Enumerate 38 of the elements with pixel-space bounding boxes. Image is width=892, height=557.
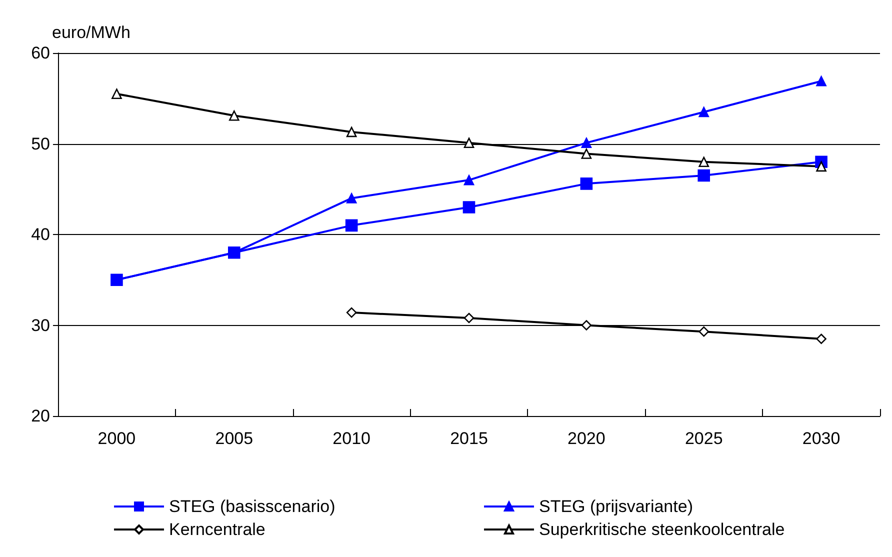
point [112, 88, 122, 99]
x-tick-label: 2025 [684, 429, 723, 448]
y-tick-label: 20 [31, 406, 50, 426]
point [816, 334, 826, 344]
point [345, 219, 358, 232]
legend-label: Superkritische steenkoolcentrale [539, 520, 785, 539]
y-axis-title: euro/MWh [52, 23, 130, 42]
point [464, 174, 474, 186]
point [464, 138, 474, 148]
point [698, 326, 710, 337]
x-tick-label: 2010 [332, 429, 370, 448]
point [816, 76, 826, 86]
legend-label: STEG (basisscenario) [169, 497, 336, 516]
point [581, 148, 592, 159]
x-tick-label: 2000 [98, 429, 136, 448]
point [698, 106, 710, 118]
x-tick-label: 2015 [450, 429, 488, 448]
x-tick-label: 2005 [215, 429, 254, 448]
point [580, 178, 593, 190]
point [228, 110, 240, 121]
point [698, 169, 710, 182]
y-tick-label: 50 [31, 134, 50, 154]
x-tick-label: 2020 [568, 429, 606, 448]
y-tick-label: 30 [31, 316, 50, 335]
point [462, 201, 476, 214]
point [464, 312, 474, 324]
y-tick-label: 60 [31, 44, 50, 62]
point [346, 193, 357, 204]
point [346, 126, 357, 138]
point [816, 161, 826, 172]
point [581, 320, 592, 330]
point [698, 156, 710, 168]
y-tick-label: 40 [31, 225, 50, 244]
x-tick-label: 2030 [802, 429, 840, 448]
point [581, 138, 592, 148]
legend-label: STEG (prijsvariante) [539, 497, 693, 516]
point [346, 307, 357, 318]
legend-label: Kerncentrale [169, 520, 266, 539]
